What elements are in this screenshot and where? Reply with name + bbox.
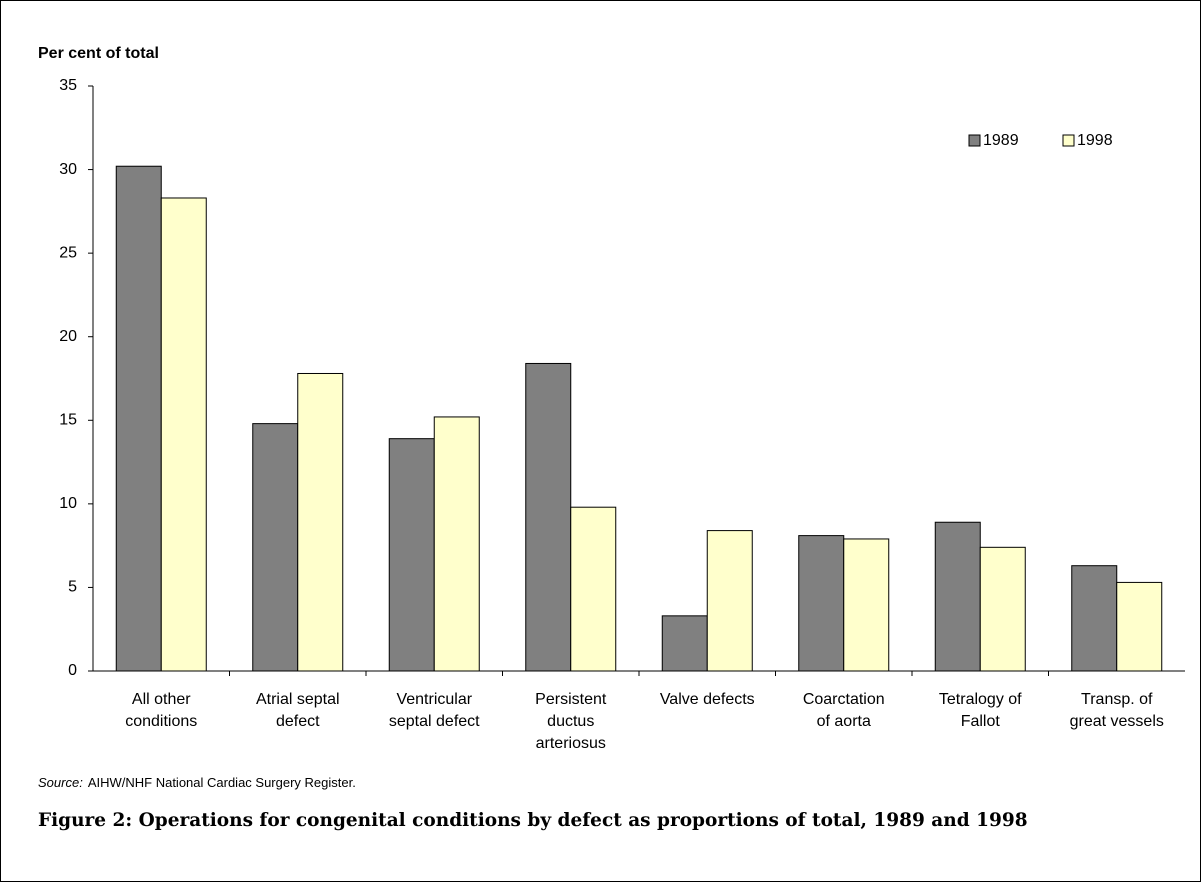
legend-swatch <box>968 134 981 147</box>
y-axis-label: Per cent of total <box>38 45 159 62</box>
bar <box>115 165 162 672</box>
y-tick-label: 5 <box>68 579 77 596</box>
bar <box>252 423 299 672</box>
bar <box>525 362 572 672</box>
x-tick-label: Tetralogy of Fallot <box>938 691 1022 730</box>
bar <box>706 530 753 672</box>
y-tick-label: 0 <box>68 662 77 679</box>
x-tick-label: Transp. of great vessels <box>1069 691 1164 730</box>
y-tick-label: 30 <box>59 161 77 178</box>
y-tick-label: 20 <box>59 328 77 345</box>
y-tick-label: 35 <box>59 77 77 94</box>
x-tick-label: Ventricular septal defect <box>388 691 480 730</box>
bar <box>798 535 845 672</box>
y-tick-label: 25 <box>59 244 77 261</box>
source: Source: AIHW/NHF National Cardiac Surgery… <box>38 775 356 790</box>
x-tick-label: Valve defects <box>659 691 755 708</box>
legend-swatch <box>1062 134 1075 147</box>
legend-label: 1998 <box>1077 132 1113 149</box>
caption: Figure 2: Operations for congenital cond… <box>38 810 1028 831</box>
source-text: AIHW/NHF National Cardiac Surgery Regist… <box>87 775 356 790</box>
bar <box>934 521 981 672</box>
bar <box>388 438 435 672</box>
bar <box>843 538 890 672</box>
bar <box>979 546 1026 672</box>
bar <box>570 506 617 672</box>
y-tick-label: 15 <box>59 412 77 429</box>
bar <box>1071 565 1118 672</box>
x-tick-label: Persistent ductus arteriosus <box>535 691 607 752</box>
bar <box>433 416 480 672</box>
legend-label: 1989 <box>983 132 1019 149</box>
x-tick-label: Atrial septal defect <box>255 691 340 730</box>
bar <box>297 372 344 672</box>
source-label: Source: <box>38 775 83 790</box>
x-tick-label: All other conditions <box>125 691 198 730</box>
bar <box>160 197 207 672</box>
x-tick-label: Coarctation of aorta <box>802 691 885 730</box>
bar <box>1116 581 1163 672</box>
y-tick-label: 10 <box>59 495 77 512</box>
bar <box>661 615 708 672</box>
